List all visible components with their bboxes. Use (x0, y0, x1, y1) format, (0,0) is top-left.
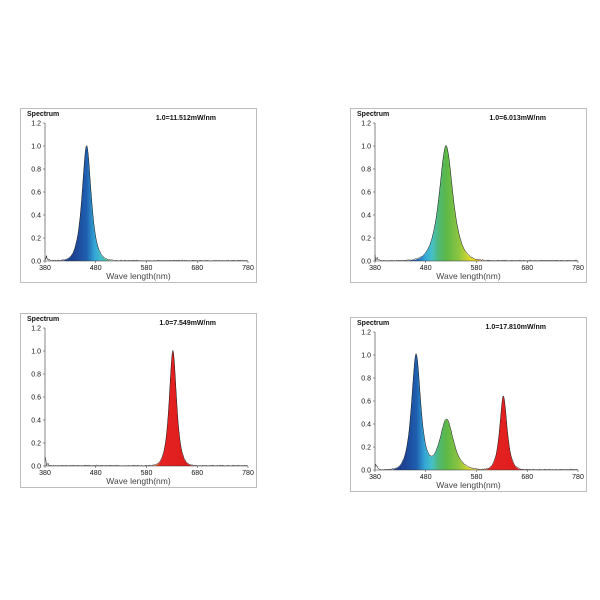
x-tick-label: 780 (242, 265, 254, 272)
x-axis-label: Wave length(nm) (436, 480, 501, 490)
y-tick-label: 0.6 (31, 190, 41, 197)
y-tick-label: 0.8 (31, 372, 41, 379)
x-tick-label: 380 (39, 265, 51, 272)
y-tick-label: 1.0 (31, 144, 41, 151)
x-tick-label: 680 (191, 265, 203, 272)
spectrum-area (45, 146, 248, 261)
y-tick-label: 0.2 (361, 445, 371, 452)
y-tick-label: 0.2 (31, 236, 41, 243)
spectrum-area (375, 354, 578, 470)
x-tick-label: 480 (420, 265, 432, 272)
y-tick-label: 0.6 (31, 395, 41, 402)
spectrum-area (45, 351, 248, 466)
y-tick-label: 0.0 (361, 468, 371, 475)
y-tick-label: 1.0 (31, 349, 41, 356)
y-tick-label: 1.2 (31, 121, 41, 128)
x-tick-label: 680 (521, 265, 533, 272)
y-tick-label: 0.8 (361, 376, 371, 383)
spectrum-chart-green: 0.0 0.2 0.4 0.6 0.8 1.0 1.2 380 480 580 680 780 Spe… (350, 108, 587, 283)
spectrum-chart-rgb: 0.0 0.2 0.4 0.6 0.8 1.0 1.2 380 480 580 680 780 Spe… (350, 317, 587, 492)
plot-area: 0.0 0.2 0.4 0.6 0.8 1.0 1.2 380 480 580 680 780 (31, 326, 254, 478)
y-axis-label: Spectrum (357, 320, 390, 327)
spectrum-chart-blue: 0.0 0.2 0.4 0.6 0.8 1.0 1.2 380 480 580 680 780 Spe… (20, 108, 257, 283)
reference-label: 1.0=7.549mW/nm (159, 320, 216, 327)
reference-label: 1.0=11.512mW/nm (155, 115, 216, 122)
x-tick-label: 680 (521, 474, 533, 481)
x-tick-label: 480 (420, 474, 432, 481)
y-tick-label: 0.0 (31, 464, 41, 471)
reference-label: 1.0=6.013mW/nm (489, 115, 546, 122)
spectrum-area (375, 146, 578, 261)
plot-area: 0.0 0.2 0.4 0.6 0.8 1.0 1.2 380 480 580 680 780 (361, 330, 584, 482)
y-tick-label: 0.4 (31, 213, 41, 220)
x-tick-label: 580 (141, 265, 153, 272)
y-tick-label: 0.2 (31, 441, 41, 448)
x-axis-label: Wave length(nm) (436, 271, 501, 281)
x-tick-label: 480 (90, 470, 102, 477)
x-tick-label: 580 (471, 474, 483, 481)
x-tick-label: 780 (242, 470, 254, 477)
y-tick-label: 1.0 (361, 353, 371, 360)
y-tick-label: 1.0 (361, 144, 371, 151)
y-tick-label: 0.6 (361, 399, 371, 406)
y-tick-label: 0.4 (31, 418, 41, 425)
y-tick-label: 0.6 (361, 190, 371, 197)
x-axis-label: Wave length(nm) (106, 271, 171, 281)
reference-label: 1.0=17.810mW/nm (485, 324, 546, 331)
x-axis-label: Wave length(nm) (106, 476, 171, 486)
noise-line (374, 145, 578, 262)
y-tick-label: 0.4 (361, 422, 371, 429)
noise-line (44, 350, 248, 467)
y-tick-label: 0.2 (361, 236, 371, 243)
y-axis-label: Spectrum (27, 111, 60, 118)
noise-line (374, 352, 578, 471)
y-tick-label: 1.2 (31, 326, 41, 333)
x-tick-label: 480 (90, 265, 102, 272)
y-tick-label: 0.0 (361, 259, 371, 266)
x-tick-label: 380 (369, 265, 381, 272)
x-tick-label: 380 (39, 470, 51, 477)
y-tick-label: 1.2 (361, 330, 371, 337)
plot-area: 0.0 0.2 0.4 0.6 0.8 1.0 1.2 380 480 580 680 780 (31, 121, 254, 273)
y-tick-label: 0.4 (361, 213, 371, 220)
x-tick-label: 780 (572, 265, 584, 272)
x-tick-label: 580 (141, 470, 153, 477)
x-tick-label: 680 (191, 470, 203, 477)
noise-line (44, 144, 248, 262)
y-axis-label: Spectrum (27, 316, 60, 323)
y-axis-label: Spectrum (357, 111, 390, 118)
spectrum-chart-red: 0.0 0.2 0.4 0.6 0.8 1.0 1.2 380 480 580 680 780 Spe… (20, 313, 257, 488)
y-tick-label: 1.2 (361, 121, 371, 128)
x-tick-label: 780 (572, 474, 584, 481)
x-tick-label: 380 (369, 474, 381, 481)
y-tick-label: 0.8 (31, 167, 41, 174)
plot-area: 0.0 0.2 0.4 0.6 0.8 1.0 1.2 380 480 580 680 780 (361, 121, 584, 273)
x-tick-label: 580 (471, 265, 483, 272)
y-tick-label: 0.0 (31, 259, 41, 266)
y-tick-label: 0.8 (361, 167, 371, 174)
